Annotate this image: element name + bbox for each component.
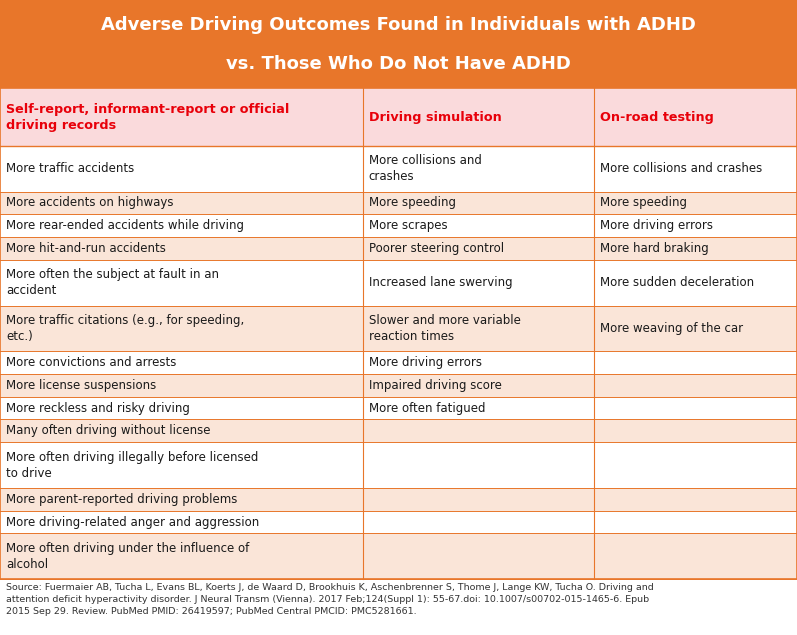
Text: More driving-related anger and aggression: More driving-related anger and aggressio… <box>6 516 259 528</box>
Text: More speeding: More speeding <box>600 196 687 210</box>
Text: Slower and more variable
reaction times: Slower and more variable reaction times <box>369 314 520 343</box>
Text: More parent-reported driving problems: More parent-reported driving problems <box>6 493 238 505</box>
Bar <box>0 420 797 442</box>
Text: More rear-ended accidents while driving: More rear-ended accidents while driving <box>6 219 244 232</box>
Bar <box>0 192 797 215</box>
Text: Impaired driving score: Impaired driving score <box>369 379 501 392</box>
Bar <box>0 237 797 260</box>
Text: vs. Those Who Do Not Have ADHD: vs. Those Who Do Not Have ADHD <box>226 55 571 73</box>
Text: More reckless and risky driving: More reckless and risky driving <box>6 401 190 415</box>
Bar <box>0 0 797 88</box>
Bar <box>0 260 797 305</box>
Text: Poorer steering control: Poorer steering control <box>369 242 504 255</box>
Bar <box>0 397 797 420</box>
Text: More convictions and arrests: More convictions and arrests <box>6 356 176 369</box>
Text: More collisions and crashes: More collisions and crashes <box>600 163 762 175</box>
Text: More weaving of the car: More weaving of the car <box>600 322 743 335</box>
Bar <box>0 305 797 351</box>
Text: More accidents on highways: More accidents on highways <box>6 196 174 210</box>
Text: More license suspensions: More license suspensions <box>6 379 156 392</box>
Text: More scrapes: More scrapes <box>369 219 447 232</box>
Text: More often fatigued: More often fatigued <box>369 401 485 415</box>
Text: Adverse Driving Outcomes Found in Individuals with ADHD: Adverse Driving Outcomes Found in Indivi… <box>101 16 696 34</box>
Text: Driving simulation: Driving simulation <box>369 110 501 123</box>
Bar <box>0 511 797 533</box>
Bar <box>0 488 797 511</box>
Text: More sudden deceleration: More sudden deceleration <box>600 276 754 289</box>
Bar <box>0 533 797 579</box>
Bar <box>0 374 797 397</box>
Text: More collisions and
crashes: More collisions and crashes <box>369 154 481 184</box>
Text: More often the subject at fault in an
accident: More often the subject at fault in an ac… <box>6 268 219 297</box>
Bar <box>0 146 797 192</box>
Bar <box>0 215 797 237</box>
Text: On-road testing: On-road testing <box>600 110 713 123</box>
Text: More often driving under the influence of
alcohol: More often driving under the influence o… <box>6 542 249 571</box>
Text: More hard braking: More hard braking <box>600 242 709 255</box>
Bar <box>0 442 797 488</box>
Text: Many often driving without license: Many often driving without license <box>6 424 210 438</box>
Text: More traffic accidents: More traffic accidents <box>6 163 134 175</box>
Text: Self-report, informant-report or official
driving records: Self-report, informant-report or officia… <box>6 102 289 131</box>
Text: More often driving illegally before licensed
to drive: More often driving illegally before lice… <box>6 451 258 479</box>
Text: More traffic citations (e.g., for speeding,
etc.): More traffic citations (e.g., for speedi… <box>6 314 244 343</box>
Text: Source: Fuermaier AB, Tucha L, Evans BL, Koerts J, de Waard D, Brookhuis K, Asch: Source: Fuermaier AB, Tucha L, Evans BL,… <box>6 583 654 615</box>
Text: More driving errors: More driving errors <box>600 219 713 232</box>
Text: Increased lane swerving: Increased lane swerving <box>369 276 512 289</box>
Bar <box>0 351 797 374</box>
Text: More speeding: More speeding <box>369 196 456 210</box>
Text: More driving errors: More driving errors <box>369 356 481 369</box>
Text: More hit-and-run accidents: More hit-and-run accidents <box>6 242 166 255</box>
Bar <box>0 88 797 146</box>
